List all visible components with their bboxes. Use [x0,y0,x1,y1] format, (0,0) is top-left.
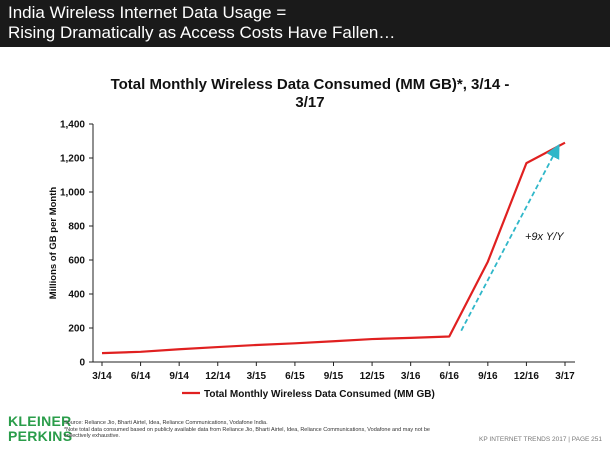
y-tick-label: 800 [68,222,85,233]
source-note: Source: Reliance Jio, Bharti Airtel, Ide… [64,420,268,426]
chart-title-line1: Total Monthly Wireless Data Consumed (MM… [110,76,510,93]
x-tick-label: 12/15 [360,371,385,382]
footer-notes: Source: Reliance Jio, Bharti Airtel, Ide… [64,420,444,440]
y-axis-title: Millions of GB per Month [48,187,59,300]
x-tick-label: 6/14 [131,371,151,382]
chart-title-line2: 3/17 [295,94,325,111]
logo-line1: KLEINER [8,413,72,429]
data-note: *Note total data consumed based on publi… [64,426,430,440]
y-tick-label: 1,400 [60,120,85,131]
x-tick-label: 9/14 [169,371,189,382]
x-tick-label: 9/15 [324,371,344,382]
y-tick-label: 0 [79,358,85,369]
y-tick-label: 1,000 [60,188,85,199]
legend-label: Total Monthly Wireless Data Consumed (MM… [204,389,435,400]
x-tick-label: 12/16 [514,371,539,382]
y-tick-label: 1,200 [60,154,85,165]
x-tick-label: 12/14 [205,371,230,382]
chart-title: Total Monthly Wireless Data Consumed (MM… [80,76,540,112]
x-tick-label: 6/16 [440,371,460,382]
x-tick-label: 6/15 [285,371,305,382]
kleiner-perkins-logo: KLEINER PERKINS [8,414,72,444]
slide-header: India Wireless Internet Data Usage = Ris… [0,0,610,47]
series-line [101,141,566,355]
x-tick-label: 3/15 [247,371,267,382]
header-title-line2: Rising Dramatically as Access Costs Have… [8,23,396,42]
y-tick-label: 600 [68,256,85,267]
x-tick-label: 3/16 [401,371,421,382]
page-footer-label: KP INTERNET TRENDS 2017 | PAGE 251 [479,436,602,443]
y-tick-label: 200 [68,324,85,335]
growth-annotation-label: +9x Y/Y [525,231,564,243]
x-tick-label: 3/14 [92,371,112,382]
logo-line2: PERKINS [8,428,73,444]
x-tick-label: 9/16 [478,371,498,382]
header-title-line1: India Wireless Internet Data Usage = [8,3,287,22]
x-tick-label: 3/17 [555,371,575,382]
y-tick-label: 400 [68,290,85,301]
growth-arrow [460,143,560,332]
